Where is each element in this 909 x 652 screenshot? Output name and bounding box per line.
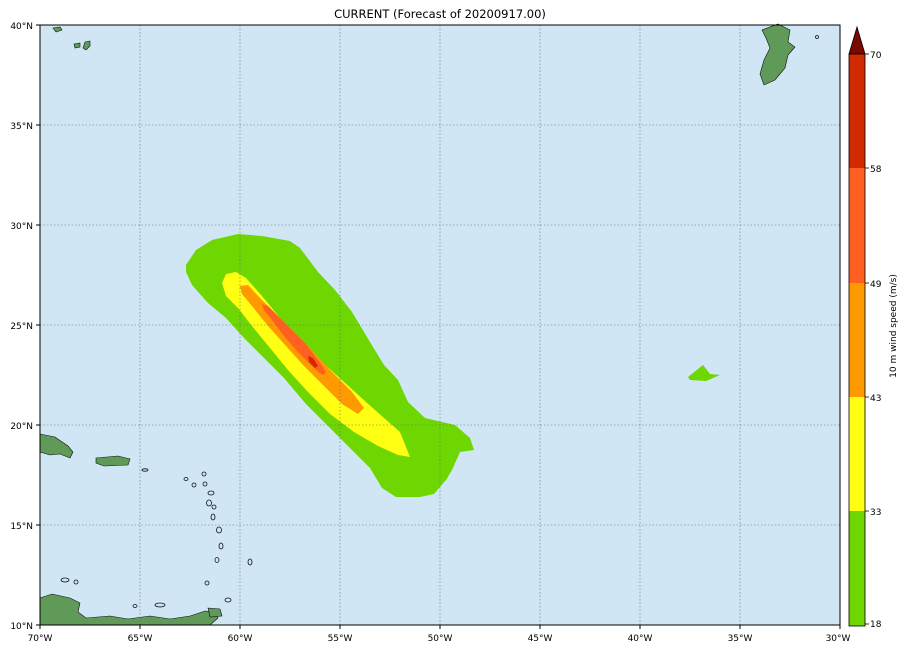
colorbar-tick: 18 [870,620,882,630]
lon-label: 30°W [826,634,851,644]
land-trinidad [207,607,223,618]
map-title: CURRENT (Forecast of 20200917.00) [334,7,546,21]
lon-label: 70°W [28,634,53,644]
colorbar-tick: 58 [870,165,882,175]
wind-contour-58 [308,356,318,368]
lat-label: 35°N [10,122,33,132]
lon-tick-labels: 70°W 65°W 60°W 55°W 50°W 45°W 40°W 35°W … [28,634,851,644]
lat-label: 25°N [10,322,33,332]
lat-label: 15°N [10,522,33,532]
wind-contour-green-fringe [688,365,720,381]
lon-label: 35°W [728,634,753,644]
lat-label: 20°N [10,422,33,432]
colorbar-frame [848,53,866,627]
lat-label: 40°N [10,22,33,32]
land-puerto-rico [95,455,131,467]
colorbar-level-18-33 [849,511,865,626]
land-nw-fragment-3 [82,40,91,51]
wind-contours [186,234,720,497]
colorbar-level-33-43 [849,397,865,511]
lon-label: 55°W [328,634,353,644]
tick-marks [36,24,841,629]
lon-label: 50°W [428,634,453,644]
land-masses [39,23,796,626]
lon-label: 45°W [528,634,553,644]
colorbar-tick: 43 [870,394,881,404]
land-nw-fragment-2 [73,42,81,49]
gridlines [40,25,840,625]
lat-tick-labels: 40°N 35°N 30°N 25°N 20°N 15°N 10°N [10,22,33,632]
lat-label: 10°N [10,622,33,632]
lesser-antilles [60,35,819,608]
land-nw-fragment [52,26,63,33]
lon-label: 60°W [228,634,253,644]
land-hispaniola [39,433,74,459]
lon-label: 65°W [128,634,153,644]
lon-label: 40°W [628,634,653,644]
colorbar-level-43-49 [849,283,865,397]
colorbar-extend-arrow [848,25,866,55]
colorbar-tick: 49 [870,280,882,290]
colorbar-tick: 33 [870,508,881,518]
colorbar-label: 10 m wind speed (m/s) [889,274,899,378]
colorbar-tick: 70 [870,51,882,61]
colorbar-level-49-58 [849,168,865,283]
lat-label: 30°N [10,222,33,232]
land-south-america [39,593,219,626]
colorbar-level-58-70 [849,54,865,168]
colorbar: 70 58 49 43 33 18 10 m wind speed (m/s) [848,25,899,630]
land-azores [759,23,796,86]
